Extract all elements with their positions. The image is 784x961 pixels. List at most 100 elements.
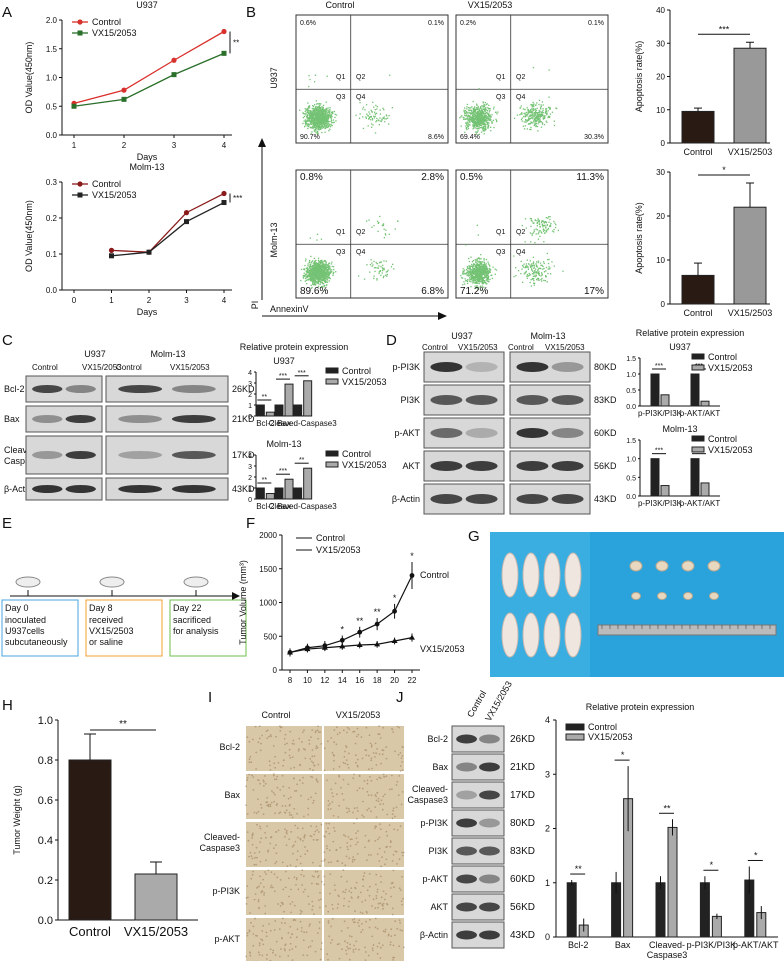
blot-j-band <box>456 846 477 856</box>
apoptosis-chart-0-xlabel: VX15/2503 <box>728 147 773 157</box>
flow-col-label-treat: VX15/2053 <box>468 0 513 10</box>
tumor-specimen <box>707 560 721 572</box>
bar-d-0-xlabel: p-PI3K/PI3K <box>638 409 683 418</box>
apoptosis-chart-1-xlabel: Control <box>683 308 712 318</box>
tumor-weight-ytick-label: 0.0 <box>38 915 53 927</box>
bar-j-legend-label: Control <box>588 722 617 732</box>
bar-j-ytick-label: 0 <box>545 932 550 942</box>
bar-d-1-legend-swatch <box>691 435 705 442</box>
line-chart-1-ylabel: OD Value(450nm) <box>24 200 34 272</box>
tumor-specimen <box>629 560 643 572</box>
blot-j-kd: 17KD <box>510 790 535 801</box>
line-chart-0-legend-marker <box>77 19 83 25</box>
flow-plot-0-q3: Q3 <box>336 94 345 101</box>
tumor-volume-point <box>409 573 415 578</box>
line-chart-1-ytick-label: 0.1 <box>46 250 58 259</box>
tumor-volume-line <box>289 575 413 654</box>
blot-c-treat1: VX15/2053 <box>82 363 122 372</box>
timeline-text: subcutaneously <box>5 637 68 647</box>
bar-c-1-legend-swatch <box>325 461 339 468</box>
blot-j-label: p-PI3K <box>420 818 448 828</box>
bar-c-0-bar <box>293 404 303 417</box>
timeline-text: inoculated <box>5 615 46 625</box>
line-chart-0-point <box>71 103 77 109</box>
tumor-volume-point <box>339 637 345 643</box>
line-chart-0-ytick-label: 0.0 <box>46 131 58 140</box>
bar-d-1-bar <box>690 458 700 497</box>
bar-d-0-legend-swatch <box>691 364 705 371</box>
bar-c-0-bar <box>255 404 265 417</box>
apoptosis-chart-1-ylabel: Apoptosis rate(%) <box>634 202 644 274</box>
ihc-image <box>246 870 322 915</box>
line-chart-0-point <box>121 87 127 93</box>
blot-c-molm-band <box>171 385 216 393</box>
bar-c-1-bar <box>274 487 284 500</box>
panel-label-D: D <box>386 332 397 349</box>
panel-label-E: E <box>2 515 12 532</box>
apoptosis-chart-1-ytick-label: 20 <box>656 212 665 221</box>
line-chart-1-xtick-label: 4 <box>222 296 227 305</box>
apoptosis-chart-0-bar <box>681 110 715 144</box>
blot-c-u937-band <box>65 385 96 393</box>
bar-c-1-ytick-label: 2 <box>248 475 252 482</box>
line-chart-0-series-line <box>73 52 225 107</box>
timeline-day: Day 8 <box>89 603 113 613</box>
blot-d-molm-band <box>551 395 584 405</box>
tumor-volume-xtick-label: 22 <box>408 676 417 685</box>
tumor-volume-sig: * <box>341 625 345 635</box>
tumor-volume-ylabel: Tumor Volume (mm³) <box>238 560 248 645</box>
blot-c-cell1: U937 <box>84 349 106 359</box>
blot-c-u937-band <box>32 485 63 493</box>
bar-c-1-sig: *** <box>279 468 287 475</box>
panel-label-H: H <box>2 697 13 714</box>
bar-d-0-sig: *** <box>655 363 663 370</box>
blot-d-molm-band <box>516 428 549 438</box>
tumor-weight-xlabel: Control <box>69 924 111 939</box>
bar-c-1-ytick-label: 3 <box>248 464 252 471</box>
bar-j-sig: * <box>754 850 758 860</box>
bar-c-0-header: Relative protein expression <box>240 342 349 352</box>
line-chart-0-ytick-label: 0.5 <box>46 102 58 111</box>
line-chart-0-point <box>221 28 227 35</box>
line-chart-1-series-line <box>111 201 225 257</box>
blot-d-ctrl2: Control <box>508 343 534 352</box>
mouse-body <box>522 552 540 598</box>
tumor-weight-ytick-label: 0.2 <box>38 875 53 887</box>
tumor-specimen <box>657 592 667 600</box>
line-chart-1-ytick-label: 0.3 <box>46 178 58 187</box>
flow-plot-0-q4: Q4 <box>356 94 365 101</box>
apoptosis-chart-1-ytick-label: 10 <box>656 256 665 265</box>
flow-row-label-u937: U937 <box>269 67 279 89</box>
blot-j-kd: 21KD <box>510 762 535 773</box>
tumor-weight-xlabel: VX15/2053 <box>124 924 188 939</box>
bar-c-0-ytick-label: 2 <box>248 392 252 399</box>
blot-c-label-2: Caspase3 <box>4 456 45 466</box>
tumor-volume-sig: ** <box>356 616 364 626</box>
ihc-texture <box>323 822 405 868</box>
flow-plot-0-q2: Q2 <box>356 74 365 81</box>
blot-j-band <box>456 874 477 884</box>
blot-d-u937-band <box>465 395 498 405</box>
blot-d-u937-band <box>465 362 498 372</box>
timeline-box <box>1 599 79 657</box>
blot-j-kd: 43KD <box>510 930 535 941</box>
ihc-texture <box>245 773 319 819</box>
ruler <box>597 624 777 636</box>
flow-plot-2-q1: Q1 <box>336 229 345 236</box>
flow-plot-2-ll: 89.6% <box>300 286 328 297</box>
blot-c-ctrl2: Control <box>116 363 142 372</box>
line-chart-0-legend-marker <box>77 30 83 36</box>
tumor-volume-sig: * <box>393 593 397 603</box>
tumor-volume-xtick-label: 10 <box>303 676 312 685</box>
blot-d-u937-band <box>430 362 463 372</box>
bar-c-1-ytick-label: 4 <box>248 453 252 460</box>
tumor-specimen <box>681 560 695 572</box>
flow-plot-2-ur: 2.8% <box>421 172 444 183</box>
bar-j-legend-swatch <box>565 723 585 731</box>
bar-j-bar <box>655 882 666 938</box>
ihc-row-label: Bcl-2 <box>219 742 240 752</box>
flow-plot-3-lr: 17% <box>584 286 604 297</box>
tumor-specimen <box>631 592 641 600</box>
bar-c-1-ytick-label: 1 <box>248 486 252 493</box>
